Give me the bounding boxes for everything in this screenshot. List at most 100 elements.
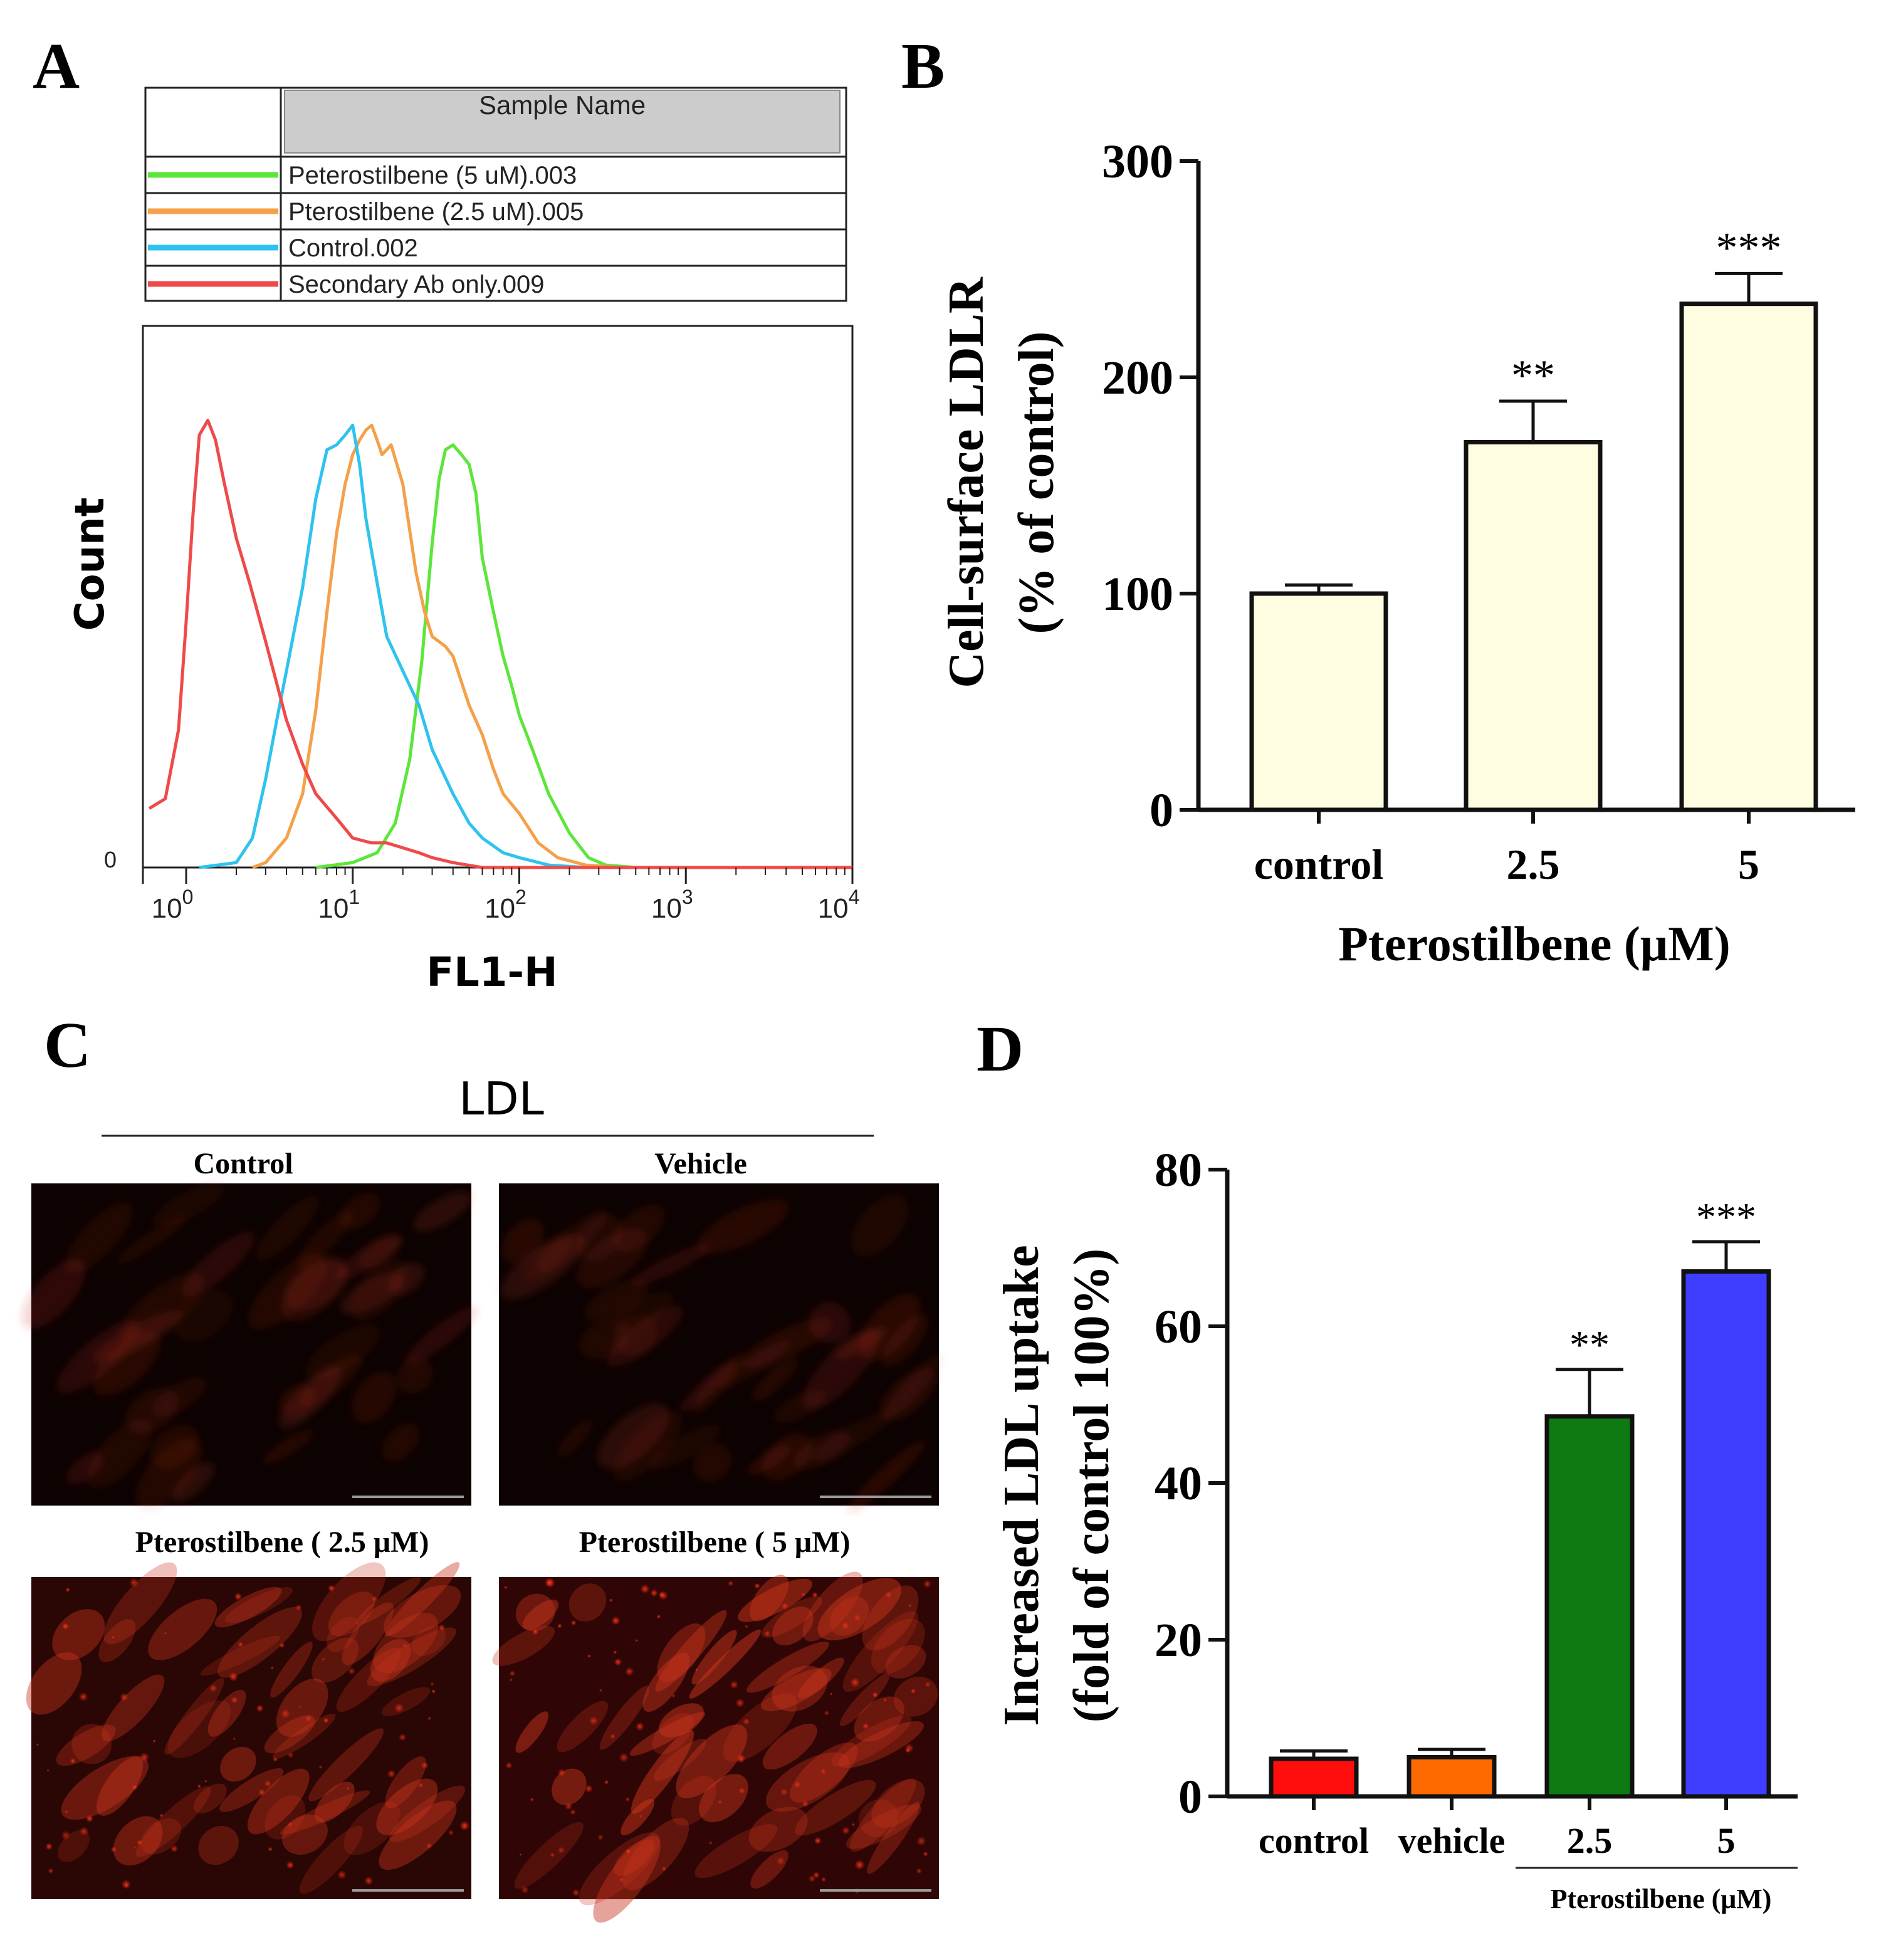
micrograph-ldl-spot: [589, 1716, 599, 1726]
micrograph-ldl-spot: [132, 1784, 138, 1791]
micrograph-cell: [761, 1667, 832, 1712]
micrograph-cell: [66, 1452, 103, 1484]
micrograph-cell: [140, 1818, 182, 1855]
micrograph-ldl-spot: [908, 1603, 912, 1608]
micrograph-cell: [515, 1593, 555, 1632]
micrograph-cell: [167, 1700, 231, 1758]
micrograph-cell: [593, 1835, 661, 1923]
micrograph-ldl-spot: [619, 1877, 624, 1882]
micrograph-cell: [96, 1756, 144, 1816]
micrograph-ldl-spot: [824, 1710, 830, 1716]
micrograph-ldl-spot: [270, 1665, 275, 1670]
micrograph-cell: [671, 1775, 717, 1826]
micrograph-ldl-spot: [417, 1782, 424, 1788]
micrograph-cell: [842, 1611, 918, 1692]
histogram-x-tick-label-2: 102: [485, 886, 526, 924]
micrograph-ldl-spot: [159, 1813, 164, 1818]
micrograph-ldl-spot: [585, 1784, 593, 1793]
micrograph-ldl-spot: [735, 1698, 745, 1708]
micrograph-cell: [103, 1562, 177, 1645]
micrograph-ldl-spot: [650, 1589, 658, 1597]
micrograph-ldl-spot: [124, 1884, 128, 1888]
micrograph-cell: [867, 1801, 920, 1874]
micrograph-ldl-spot: [842, 1826, 850, 1835]
micrograph-ldl-spot: [599, 1689, 602, 1692]
micrograph-ldl-spot: [129, 1578, 139, 1588]
micrograph-ldl-spot: [86, 1815, 93, 1823]
b-bar-1: [1464, 440, 1603, 812]
micrograph-cell: [343, 1801, 401, 1855]
micrograph-cell: [270, 1642, 313, 1698]
legend-entry-2: Pterostilbene (2.5 uM).005: [288, 198, 584, 226]
d-group-label: Pterostilbene (μM): [1551, 1884, 1772, 1914]
micrograph-label-pt5: Pterostilbene ( 5 μM): [579, 1526, 851, 1559]
micrograph-ldl-spot: [399, 1733, 407, 1741]
micrograph-ldl-spot: [850, 1677, 861, 1687]
micrograph-cell: [831, 1716, 912, 1767]
micrograph-ldl-spot: [519, 1853, 522, 1857]
micrograph-cell: [557, 1701, 609, 1753]
b-significance-2: ***: [1716, 224, 1782, 272]
micrograph-ldl-spot: [79, 1826, 89, 1836]
micrograph-ldl-spot: [264, 1780, 271, 1787]
histogram-legend: Sample Name Peterostilbene (5 uM).003 Pte…: [144, 86, 847, 302]
micrograph-cell: [280, 1790, 370, 1835]
micrograph-cell: [276, 1678, 328, 1737]
micrograph-ldl-spot: [557, 1768, 566, 1777]
micrograph-ldl-spot: [854, 1860, 865, 1870]
micrograph-cell: [125, 1388, 179, 1433]
micrograph-cell: [247, 1768, 310, 1835]
micrograph-cell: [597, 1403, 670, 1469]
b-x-label: Pterostilbene (μM): [1338, 916, 1730, 971]
micrograph-ldl-spot: [152, 1739, 156, 1743]
micrograph-cell: [838, 1721, 925, 1768]
micrograph-cell: [654, 1739, 706, 1781]
micrograph-ldl-spot: [820, 1768, 827, 1774]
b-category-label-2: 5: [1738, 841, 1759, 888]
micrograph-cell: [522, 1599, 559, 1630]
micrograph-cell: [381, 1687, 431, 1717]
micrograph-cell: [631, 1729, 694, 1814]
micrograph-ldl-spot: [614, 1658, 622, 1666]
micrograph-cell: [314, 1781, 355, 1823]
micrograph-ldl-spot: [448, 1830, 454, 1836]
b-y-tick-label-0: 0: [1150, 784, 1173, 837]
micrograph-ldl-spot: [231, 1696, 238, 1704]
micrograph-ldl-spot: [587, 1654, 591, 1659]
micrograph-ldl-spot: [743, 1717, 750, 1726]
micrograph-cell: [584, 1279, 649, 1321]
panel-label-b: B: [901, 30, 945, 102]
micrograph-ldl-spot: [268, 1847, 273, 1852]
micrograph-label-vehicle: Vehicle: [654, 1147, 747, 1180]
histogram-y-label: Count: [67, 498, 113, 631]
micrograph-ldl-spot: [45, 1843, 53, 1850]
micrograph-ldl-spot: [287, 1752, 294, 1758]
panel-a-histogram: Sample Name Peterostilbene (5 uM).003 Pte…: [67, 86, 859, 996]
micrograph-cell: [116, 1216, 187, 1264]
micrograph-ldl-spot: [814, 1837, 822, 1845]
micrograph-cell: [220, 1746, 256, 1782]
micrograph-cell: [224, 1586, 293, 1623]
micrograph-ldl-spot: [780, 1788, 788, 1796]
micrograph-cell: [613, 1314, 657, 1356]
micrograph-ldl-spot: [916, 1836, 926, 1847]
micrograph-ldl-spot: [505, 1762, 513, 1769]
micrograph-ldl-spot: [736, 1754, 746, 1763]
micrograph-cell: [376, 1778, 438, 1835]
micrograph-cell: [676, 1724, 748, 1798]
panel-c-microscopy: LDL Control Vehicle Pterostilbene ( 2.5 …: [21, 1072, 942, 1923]
micrograph-cell: [657, 1623, 706, 1682]
micrograph-ldl-spot: [661, 1866, 666, 1871]
panel-c-title: LDL: [459, 1072, 544, 1125]
micrograph-cell: [306, 1324, 380, 1380]
micrograph-ldl-spot: [597, 1834, 604, 1840]
histogram-curve-3: [199, 423, 852, 869]
micrograph-cell: [614, 1411, 682, 1482]
micrograph-control: [21, 1182, 478, 1509]
micrograph-cell: [621, 1798, 655, 1836]
micrograph-ldl-spot: [164, 1632, 167, 1635]
micrograph-ldl-spot: [234, 1593, 242, 1601]
micrograph-ldl-spot: [238, 1642, 244, 1647]
micrograph-ldl-spot: [671, 1694, 676, 1698]
